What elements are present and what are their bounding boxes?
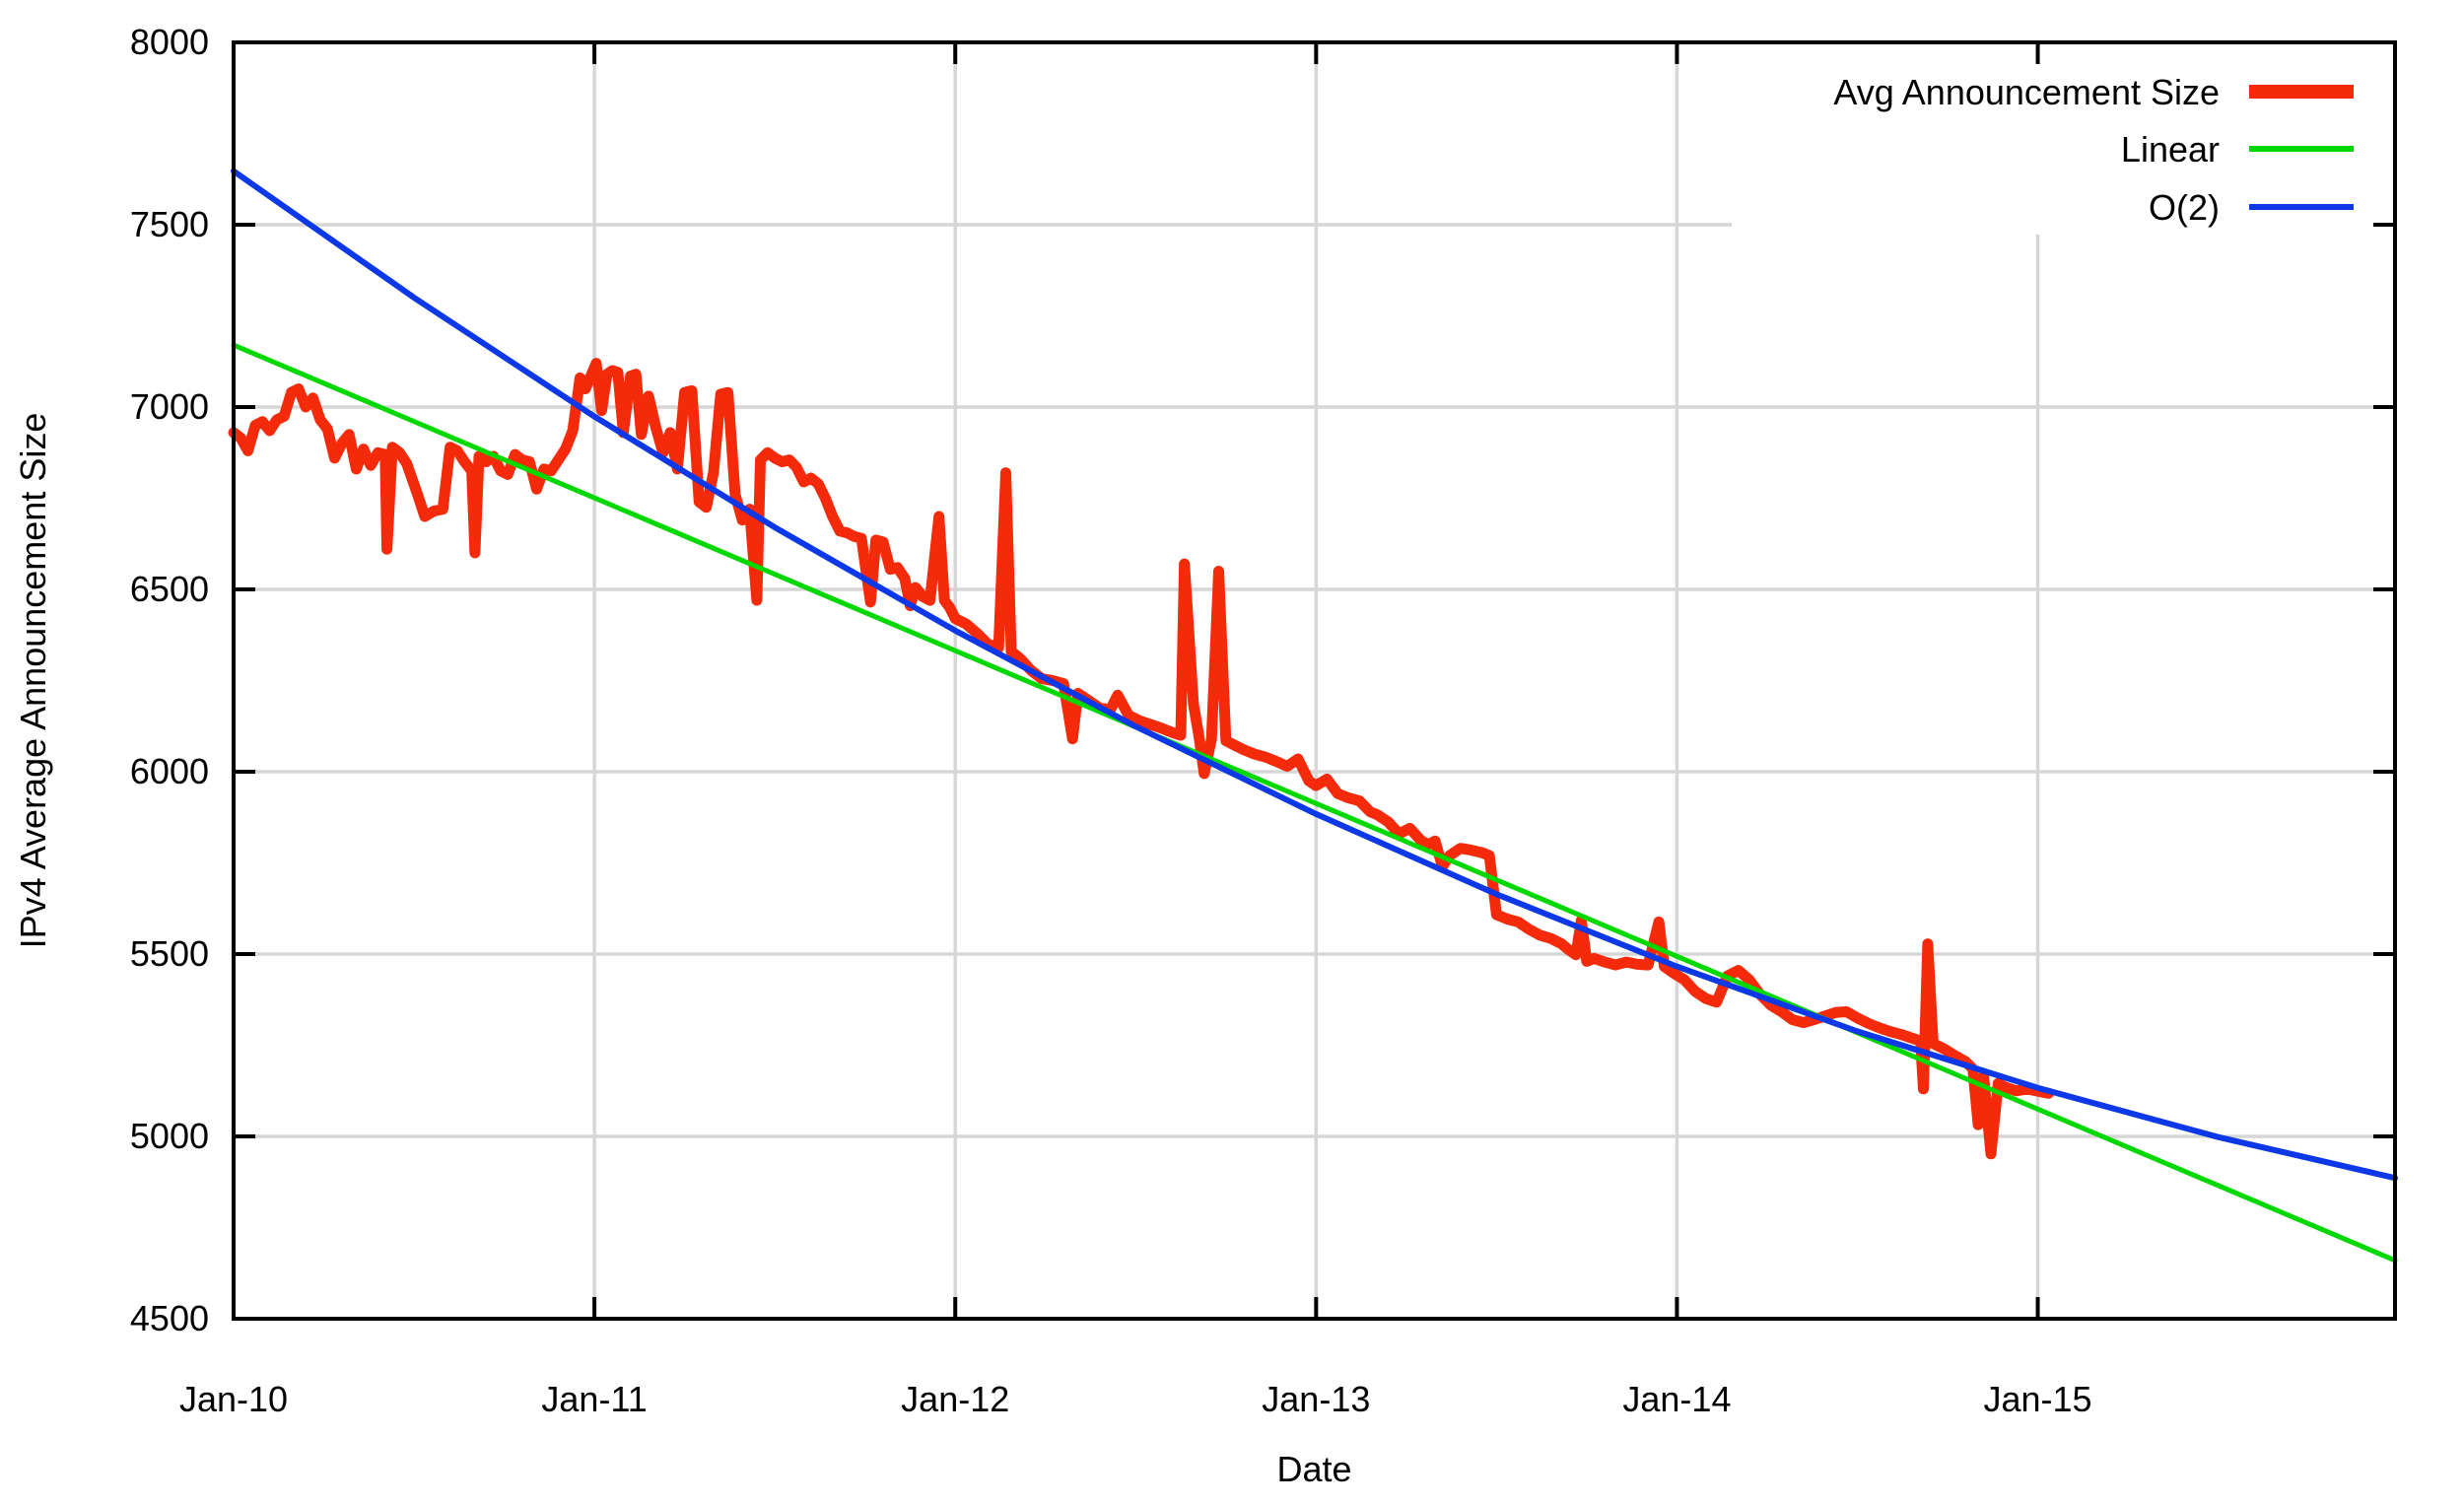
legend-background	[1732, 45, 2393, 235]
x-axis-title: Date	[1276, 1449, 1351, 1489]
y-tick-label: 5000	[130, 1116, 209, 1156]
y-tick-label: 6000	[130, 751, 209, 791]
y-tick-label: 7500	[130, 204, 209, 244]
x-tick-label: Jan-11	[541, 1379, 647, 1419]
x-tick-label: Jan-13	[1262, 1379, 1370, 1419]
x-tick-label: Jan-15	[1984, 1379, 2092, 1419]
x-tick-label: Jan-12	[901, 1379, 1009, 1419]
x-tick-label: Jan-14	[1622, 1379, 1731, 1419]
legend-label-avg-announcement-size: Avg Announcement Size	[1833, 72, 2220, 112]
y-tick-label: 7000	[130, 386, 209, 427]
x-tick-label: Jan-10	[179, 1379, 288, 1419]
series-line-o-2	[231, 168, 2398, 1182]
y-tick-label: 4500	[130, 1298, 209, 1338]
y-tick-label: 5500	[130, 933, 209, 974]
legend-label-o-2: O(2)	[2149, 187, 2220, 228]
y-tick-label: 6500	[130, 569, 209, 609]
legend-label-linear: Linear	[2121, 129, 2220, 170]
y-axis-title: IPv4 Average Announcement Size	[13, 413, 53, 949]
y-tick-label: 8000	[130, 22, 209, 62]
series-line-linear	[231, 342, 2398, 1264]
